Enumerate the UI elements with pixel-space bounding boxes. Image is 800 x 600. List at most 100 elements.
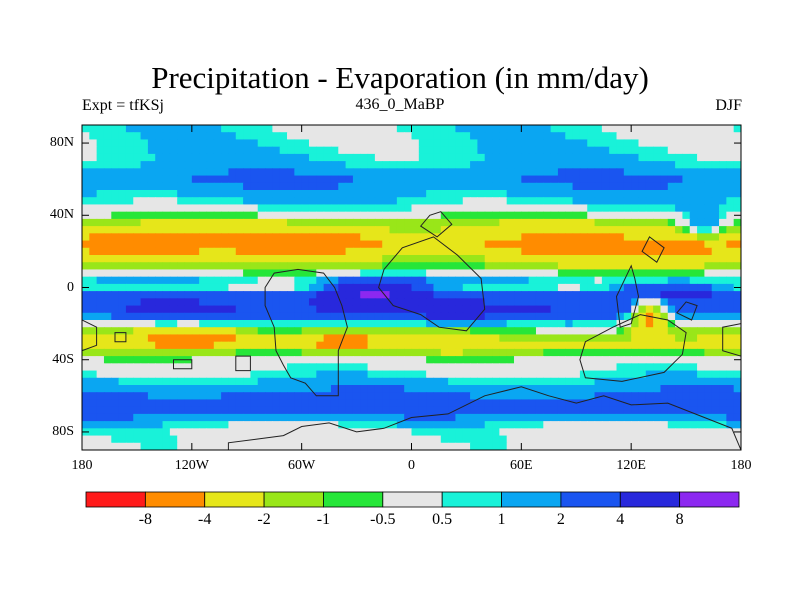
- grid-cell: [587, 175, 596, 184]
- grid-cell: [360, 291, 369, 299]
- grid-cell: [352, 269, 361, 278]
- grid-cell: [440, 320, 449, 328]
- grid-cell: [235, 262, 244, 271]
- grid-cell: [726, 413, 735, 422]
- grid-cell: [470, 175, 478, 184]
- grid-cell: [543, 348, 552, 357]
- grid-cell: [682, 428, 691, 437]
- grid-cell: [484, 125, 493, 133]
- grid-cell: [374, 204, 383, 213]
- grid-cell: [587, 442, 596, 450]
- grid-cell: [169, 334, 178, 343]
- grid-cell: [352, 283, 361, 292]
- grid-cell: [440, 348, 449, 357]
- grid-cell: [250, 247, 259, 256]
- grid-cell: [177, 348, 186, 357]
- grid-cell: [96, 421, 105, 429]
- grid-cell: [177, 132, 186, 141]
- grid-cell: [396, 406, 405, 415]
- grid-cell: [404, 132, 413, 141]
- grid-cell: [221, 291, 230, 299]
- grid-cell: [257, 442, 266, 450]
- grid-cell: [514, 132, 522, 141]
- grid-cell: [184, 385, 193, 393]
- grid-cell: [594, 197, 603, 206]
- grid-cell: [733, 204, 741, 213]
- grid-cell: [140, 421, 149, 429]
- grid-cell: [213, 406, 222, 415]
- grid-cell: [177, 175, 186, 184]
- grid-cell: [279, 182, 288, 191]
- grid-cell: [418, 312, 427, 321]
- grid-cell: [118, 240, 127, 249]
- grid-cell: [243, 370, 252, 379]
- grid-cell: [543, 305, 552, 314]
- grid-cell: [96, 161, 105, 169]
- grid-cell: [169, 305, 178, 314]
- grid-cell: [206, 341, 215, 350]
- grid-cell: [506, 218, 515, 227]
- grid-cell: [426, 204, 435, 213]
- grid-cell: [199, 240, 208, 249]
- grid-cell: [587, 291, 596, 299]
- grid-cell: [199, 146, 208, 155]
- grid-cell: [711, 428, 720, 437]
- grid-cell: [287, 182, 295, 191]
- lat-label-40n: 40N: [49, 207, 74, 223]
- grid-cell: [470, 247, 478, 256]
- grid-cell: [521, 146, 530, 155]
- grid-cell: [213, 370, 222, 379]
- grid-cell: [543, 226, 552, 234]
- grid-cell: [169, 240, 178, 249]
- grid-cell: [484, 197, 493, 206]
- grid-cell: [257, 262, 266, 271]
- grid-cell: [704, 385, 713, 393]
- grid-cell: [111, 139, 120, 148]
- grid-cell: [265, 442, 273, 450]
- grid-cell: [455, 182, 464, 191]
- grid-cell: [557, 139, 566, 148]
- grid-cell: [206, 348, 215, 357]
- colorbar-swatch: [85, 491, 146, 508]
- grid-cell: [360, 276, 369, 285]
- grid-cell: [594, 385, 603, 393]
- grid-cell: [404, 435, 413, 444]
- colorbar-label: 1: [497, 511, 506, 528]
- grid-cell: [191, 334, 200, 343]
- grid-cell: [294, 255, 303, 263]
- grid-cell: [125, 146, 134, 155]
- grid-cell: [514, 413, 522, 422]
- grid-cell: [667, 153, 676, 162]
- grid-cell: [162, 377, 171, 386]
- grid-cell: [235, 356, 244, 364]
- grid-cell: [426, 190, 435, 198]
- grid-cell: [550, 161, 559, 169]
- grid-cell: [228, 197, 237, 206]
- grid-cell: [147, 240, 156, 249]
- grid-cell: [499, 348, 508, 357]
- grid-cell: [682, 161, 691, 169]
- grid-cell: [404, 168, 413, 177]
- grid-cell: [162, 348, 171, 357]
- grid-cell: [404, 385, 413, 393]
- grid-cell: [330, 132, 339, 141]
- grid-cell: [484, 320, 493, 328]
- grid-cell: [250, 146, 259, 155]
- grid-cell: [96, 356, 105, 364]
- grid-cell: [404, 348, 413, 357]
- grid-cell: [140, 146, 149, 155]
- grid-cell: [177, 125, 186, 133]
- grid-cell: [345, 247, 354, 256]
- grid-cell: [89, 226, 98, 234]
- grid-cell: [682, 442, 691, 450]
- grid-cell: [535, 399, 544, 408]
- grid-cell: [103, 442, 112, 450]
- grid-cell: [675, 182, 684, 191]
- grid-cell: [235, 161, 244, 169]
- grid-cell: [711, 356, 720, 364]
- grid-cell: [404, 204, 413, 213]
- grid-cell: [682, 305, 691, 314]
- grid-cell: [228, 125, 237, 133]
- grid-cell: [667, 247, 676, 256]
- grid-cell: [316, 262, 325, 271]
